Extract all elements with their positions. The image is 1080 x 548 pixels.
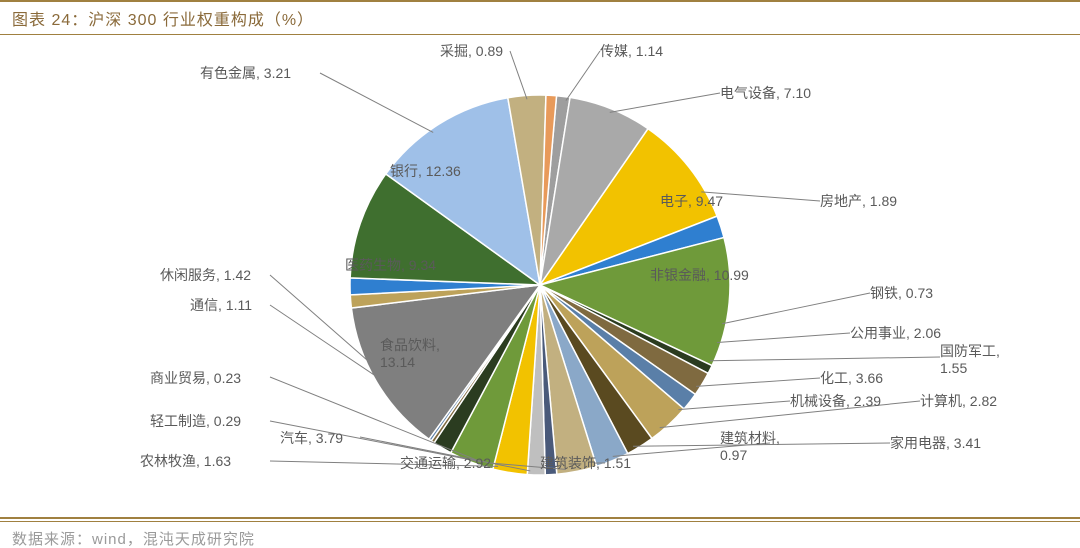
slice-label: 计算机, 2.82 bbox=[920, 393, 997, 410]
slice-label: 机械设备, 2.39 bbox=[790, 393, 881, 410]
slice-label: 建筑材料,0.97 bbox=[720, 430, 780, 464]
leader-line bbox=[717, 333, 850, 343]
pie-chart: 传媒, 1.14 电气设备, 7.10 电子, 9.47 房地产, 1.89 非银金融,… bbox=[0, 35, 1080, 515]
leader-line bbox=[696, 378, 820, 386]
slice-label: 电子, 9.47 bbox=[660, 193, 723, 210]
leader-line bbox=[566, 51, 600, 101]
leader-line bbox=[610, 93, 720, 112]
leader-line bbox=[722, 293, 870, 324]
leader-line bbox=[320, 73, 433, 132]
slice-label: 农林牧渔, 1.63 bbox=[140, 453, 231, 470]
slice-label: 家用电器, 3.41 bbox=[890, 435, 981, 452]
slice-label: 采掘, 0.89 bbox=[440, 43, 503, 60]
slice-label: 有色金属, 3.21 bbox=[200, 65, 291, 82]
slice-label: 传媒, 1.14 bbox=[600, 43, 663, 60]
slice-label: 交通运输, 2.92 bbox=[400, 455, 491, 472]
slice-label: 非银金融, 10.99 bbox=[650, 267, 749, 284]
slice-label: 轻工制造, 0.29 bbox=[150, 413, 241, 430]
slice-label: 国防军工,1.55 bbox=[940, 343, 1000, 377]
slice-label: 休闲服务, 1.42 bbox=[160, 267, 251, 284]
slice-label: 通信, 1.11 bbox=[190, 297, 252, 314]
slice-label: 商业贸易, 0.23 bbox=[150, 370, 241, 387]
leader-line bbox=[710, 357, 940, 361]
slice-label: 房地产, 1.89 bbox=[820, 193, 897, 210]
leader-line bbox=[510, 51, 527, 99]
leader-line bbox=[678, 401, 790, 410]
slice-label: 化工, 3.66 bbox=[820, 370, 883, 387]
slice-label: 公用事业, 2.06 bbox=[850, 325, 941, 342]
chart-title: 图表 24：沪深 300 行业权重构成（%） bbox=[0, 0, 1080, 35]
data-source: 数据来源：wind，混沌天成研究院 bbox=[0, 522, 1080, 548]
slice-label: 食品饮料,13.14 bbox=[380, 337, 440, 371]
slice-label: 医药生物, 9.34 bbox=[345, 257, 436, 274]
slice-label: 建筑装饰, 1.51 bbox=[540, 455, 631, 472]
slice-label: 电气设备, 7.10 bbox=[720, 85, 811, 102]
slice-label: 银行, 12.36 bbox=[390, 163, 461, 180]
slice-label: 汽车, 3.79 bbox=[280, 430, 343, 447]
slice-label: 钢铁, 0.73 bbox=[870, 285, 933, 302]
